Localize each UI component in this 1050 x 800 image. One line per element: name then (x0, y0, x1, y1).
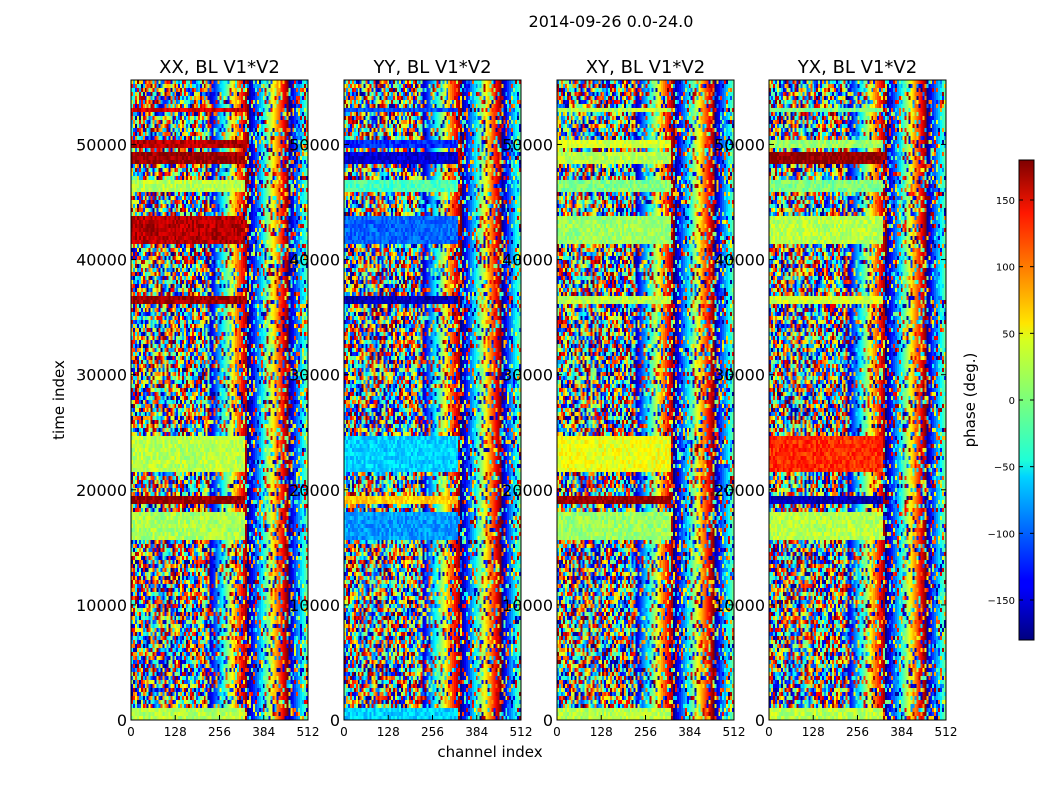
x-axis-label: channel index (437, 743, 542, 761)
y-tick-label: 30000 (76, 366, 127, 385)
x-tick-label: 512 (935, 725, 958, 739)
x-tick-label: 0 (553, 725, 561, 739)
x-tick-label: 512 (510, 725, 533, 739)
y-tick-label: 20000 (714, 481, 765, 500)
y-tick-label: 50000 (289, 135, 340, 154)
y-tick-label: 20000 (76, 481, 127, 500)
y-tick-label: 10000 (714, 596, 765, 615)
panel-title: YX, BL V1*V2 (797, 57, 917, 78)
y-tick-label: 0 (755, 711, 765, 730)
x-tick-label: 256 (421, 725, 444, 739)
x-tick-label: 512 (297, 725, 320, 739)
panel-title: XX, BL V1*V2 (159, 57, 280, 78)
x-tick-label: 384 (678, 725, 701, 739)
phase-heatmap-yx (769, 80, 946, 720)
y-tick-label: 30000 (714, 366, 765, 385)
y-tick-label: 20000 (289, 481, 340, 500)
colorbar-tick-label: −100 (988, 529, 1015, 540)
y-tick-label: 0 (330, 711, 340, 730)
x-tick-label: 256 (846, 725, 869, 739)
colorbar-tick-label: 0 (1009, 396, 1015, 407)
colorbar-tick-label: −150 (988, 596, 1015, 607)
y-tick-label: 50000 (714, 135, 765, 154)
x-tick-label: 128 (590, 725, 613, 739)
phase-heatmap-xy (557, 80, 734, 720)
y-tick-label: 40000 (714, 251, 765, 270)
y-tick-label: 10000 (76, 596, 127, 615)
y-tick-label: 50000 (76, 135, 127, 154)
phase-heatmap-xx (131, 80, 308, 720)
colorbar-tick-label: 150 (996, 196, 1015, 207)
phase-heatmap-yy (344, 80, 521, 720)
panel-yy: YY, BL V1*V2 0 10000 20000 30000 40000 50000 0 1… (289, 57, 532, 739)
y-tick-label: 40000 (502, 251, 553, 270)
x-tick-label: 0 (765, 725, 773, 739)
x-tick-label: 384 (890, 725, 913, 739)
y-tick-label: 50000 (502, 135, 553, 154)
x-tick-label: 0 (340, 725, 348, 739)
panel-title: XY, BL V1*V2 (586, 57, 705, 78)
x-tick-label: 256 (634, 725, 657, 739)
y-tick-label: 10000 (289, 596, 340, 615)
x-tick-label: 128 (164, 725, 187, 739)
x-tick-label: 128 (377, 725, 400, 739)
panel-xy: XY, BL V1*V2 0 10000 20000 30000 40000 50000 0 1… (502, 57, 745, 739)
x-tick-label: 0 (127, 725, 135, 739)
colorbar-tick-label: 50 (1002, 329, 1015, 340)
x-tick-label: 256 (208, 725, 231, 739)
y-tick-label: 30000 (502, 366, 553, 385)
figure-title: 2014-09-26 0.0-24.0 (528, 12, 694, 31)
y-tick-label: 0 (117, 711, 127, 730)
y-tick-label: 20000 (502, 481, 553, 500)
x-tick-label: 384 (252, 725, 275, 739)
panel-title: YY, BL V1*V2 (372, 57, 491, 78)
colorbar-tick-label: −50 (994, 463, 1015, 474)
colorbar-label: phase (deg.) (961, 353, 979, 448)
x-tick-label: 128 (802, 725, 825, 739)
y-tick-label: 10000 (502, 596, 553, 615)
y-axis-label: time index (50, 360, 68, 440)
y-tick-label: 0 (543, 711, 553, 730)
colorbar-tick-label: 100 (996, 263, 1015, 274)
y-tick-label: 40000 (76, 251, 127, 270)
x-tick-label: 512 (723, 725, 746, 739)
panel-yx: YX, BL V1*V2 0 10000 20000 30000 40000 50000 0 1… (714, 57, 957, 739)
x-tick-label: 384 (465, 725, 488, 739)
panel-xx: XX, BL V1*V2 0 10000 20000 30000 40000 50000 0 1… (76, 57, 319, 739)
y-tick-label: 30000 (289, 366, 340, 385)
y-tick-label: 40000 (289, 251, 340, 270)
